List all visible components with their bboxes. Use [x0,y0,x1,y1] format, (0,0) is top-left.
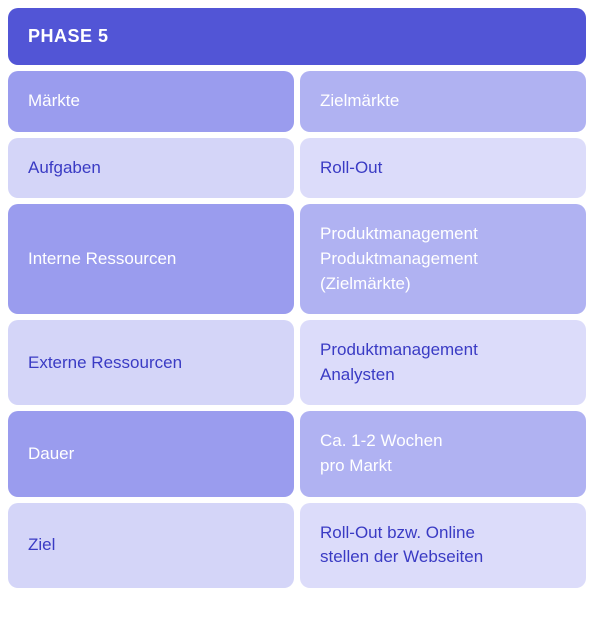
table-cell: Dauer [8,411,294,496]
phase-title: PHASE 5 [28,26,109,46]
table-cell: Externe Ressourcen [8,320,294,405]
phase-header: PHASE 5 [8,8,586,65]
table-cell: ProduktmanagementProduktmanagement(Zielm… [300,204,586,314]
cell-text: Zielmärkte [320,89,399,114]
cell-text: Ziel [28,533,55,558]
cell-line: Produktmanagement [320,247,478,272]
cell-text: Externe Ressourcen [28,351,182,376]
cell-content: ProduktmanagementProduktmanagement(Zielm… [320,222,478,296]
cell-text: Interne Ressourcen [28,247,176,272]
cell-text: Aufgaben [28,156,101,181]
cell-content: Externe Ressourcen [28,351,182,376]
phase-grid: Märkte Zielmärkte Aufgaben Roll-Out Interne … [8,71,586,588]
table-cell: Ca. 1-2 Wochenpro Markt [300,411,586,496]
table-cell: Roll-Out bzw. Onlinestellen der Webseite… [300,503,586,588]
cell-content: Roll-Out bzw. Onlinestellen der Webseite… [320,521,483,570]
cell-content: Ca. 1-2 Wochenpro Markt [320,429,443,478]
table-cell: Ziel [8,503,294,588]
cell-content: Märkte [28,89,80,114]
cell-line: (Zielmärkte) [320,272,478,297]
cell-text: Roll-Out [320,156,382,181]
table-cell: Aufgaben [8,138,294,199]
cell-content: Interne Ressourcen [28,247,176,272]
cell-content: Roll-Out [320,156,382,181]
table-cell: ProduktmanagementAnalysten [300,320,586,405]
cell-content: Dauer [28,442,74,467]
table-cell: Roll-Out [300,138,586,199]
cell-line: stellen der Webseiten [320,545,483,570]
cell-text: Dauer [28,442,74,467]
cell-line: pro Markt [320,454,443,479]
table-cell: Zielmärkte [300,71,586,132]
table-cell: Märkte [8,71,294,132]
cell-text: Märkte [28,89,80,114]
cell-line: Analysten [320,363,478,388]
cell-line: Roll-Out bzw. Online [320,521,483,546]
cell-line: Produktmanagement [320,338,478,363]
cell-content: ProduktmanagementAnalysten [320,338,478,387]
cell-content: Aufgaben [28,156,101,181]
phase-table: PHASE 5 Märkte Zielmärkte Aufgaben Roll-Out… [8,8,586,588]
cell-content: Ziel [28,533,55,558]
cell-line: Produktmanagement [320,222,478,247]
cell-content: Zielmärkte [320,89,399,114]
cell-line: Ca. 1-2 Wochen [320,429,443,454]
table-cell: Interne Ressourcen [8,204,294,314]
